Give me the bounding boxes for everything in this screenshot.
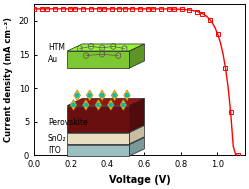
- Polygon shape: [67, 51, 129, 68]
- Circle shape: [122, 103, 125, 107]
- Polygon shape: [86, 90, 93, 101]
- Polygon shape: [111, 90, 118, 101]
- Polygon shape: [83, 99, 89, 110]
- Polygon shape: [74, 90, 80, 101]
- Polygon shape: [129, 125, 144, 144]
- Circle shape: [113, 94, 116, 97]
- Polygon shape: [67, 106, 129, 132]
- Polygon shape: [67, 132, 129, 144]
- Circle shape: [125, 94, 128, 97]
- Circle shape: [84, 103, 87, 107]
- Circle shape: [109, 103, 112, 107]
- Polygon shape: [70, 99, 77, 110]
- Polygon shape: [67, 138, 144, 145]
- X-axis label: Voltage (V): Voltage (V): [109, 175, 170, 185]
- Polygon shape: [129, 98, 144, 132]
- Circle shape: [101, 94, 104, 97]
- Text: SnO₂: SnO₂: [48, 134, 66, 143]
- Circle shape: [76, 94, 79, 97]
- Text: Au: Au: [48, 55, 58, 64]
- Polygon shape: [108, 99, 114, 110]
- Y-axis label: Current density (mA cm⁻²): Current density (mA cm⁻²): [4, 17, 13, 142]
- Text: Perovskite: Perovskite: [48, 118, 88, 127]
- Polygon shape: [129, 138, 144, 156]
- Polygon shape: [124, 90, 130, 101]
- Polygon shape: [67, 145, 129, 156]
- Circle shape: [72, 103, 75, 107]
- Polygon shape: [99, 90, 105, 101]
- Text: ITO: ITO: [48, 146, 61, 155]
- Circle shape: [88, 94, 91, 97]
- Polygon shape: [67, 98, 144, 106]
- Polygon shape: [95, 99, 102, 110]
- Polygon shape: [129, 44, 144, 68]
- Polygon shape: [120, 99, 126, 110]
- Polygon shape: [67, 44, 144, 51]
- Polygon shape: [67, 125, 144, 132]
- Text: HTM: HTM: [48, 43, 65, 52]
- Circle shape: [97, 103, 100, 107]
